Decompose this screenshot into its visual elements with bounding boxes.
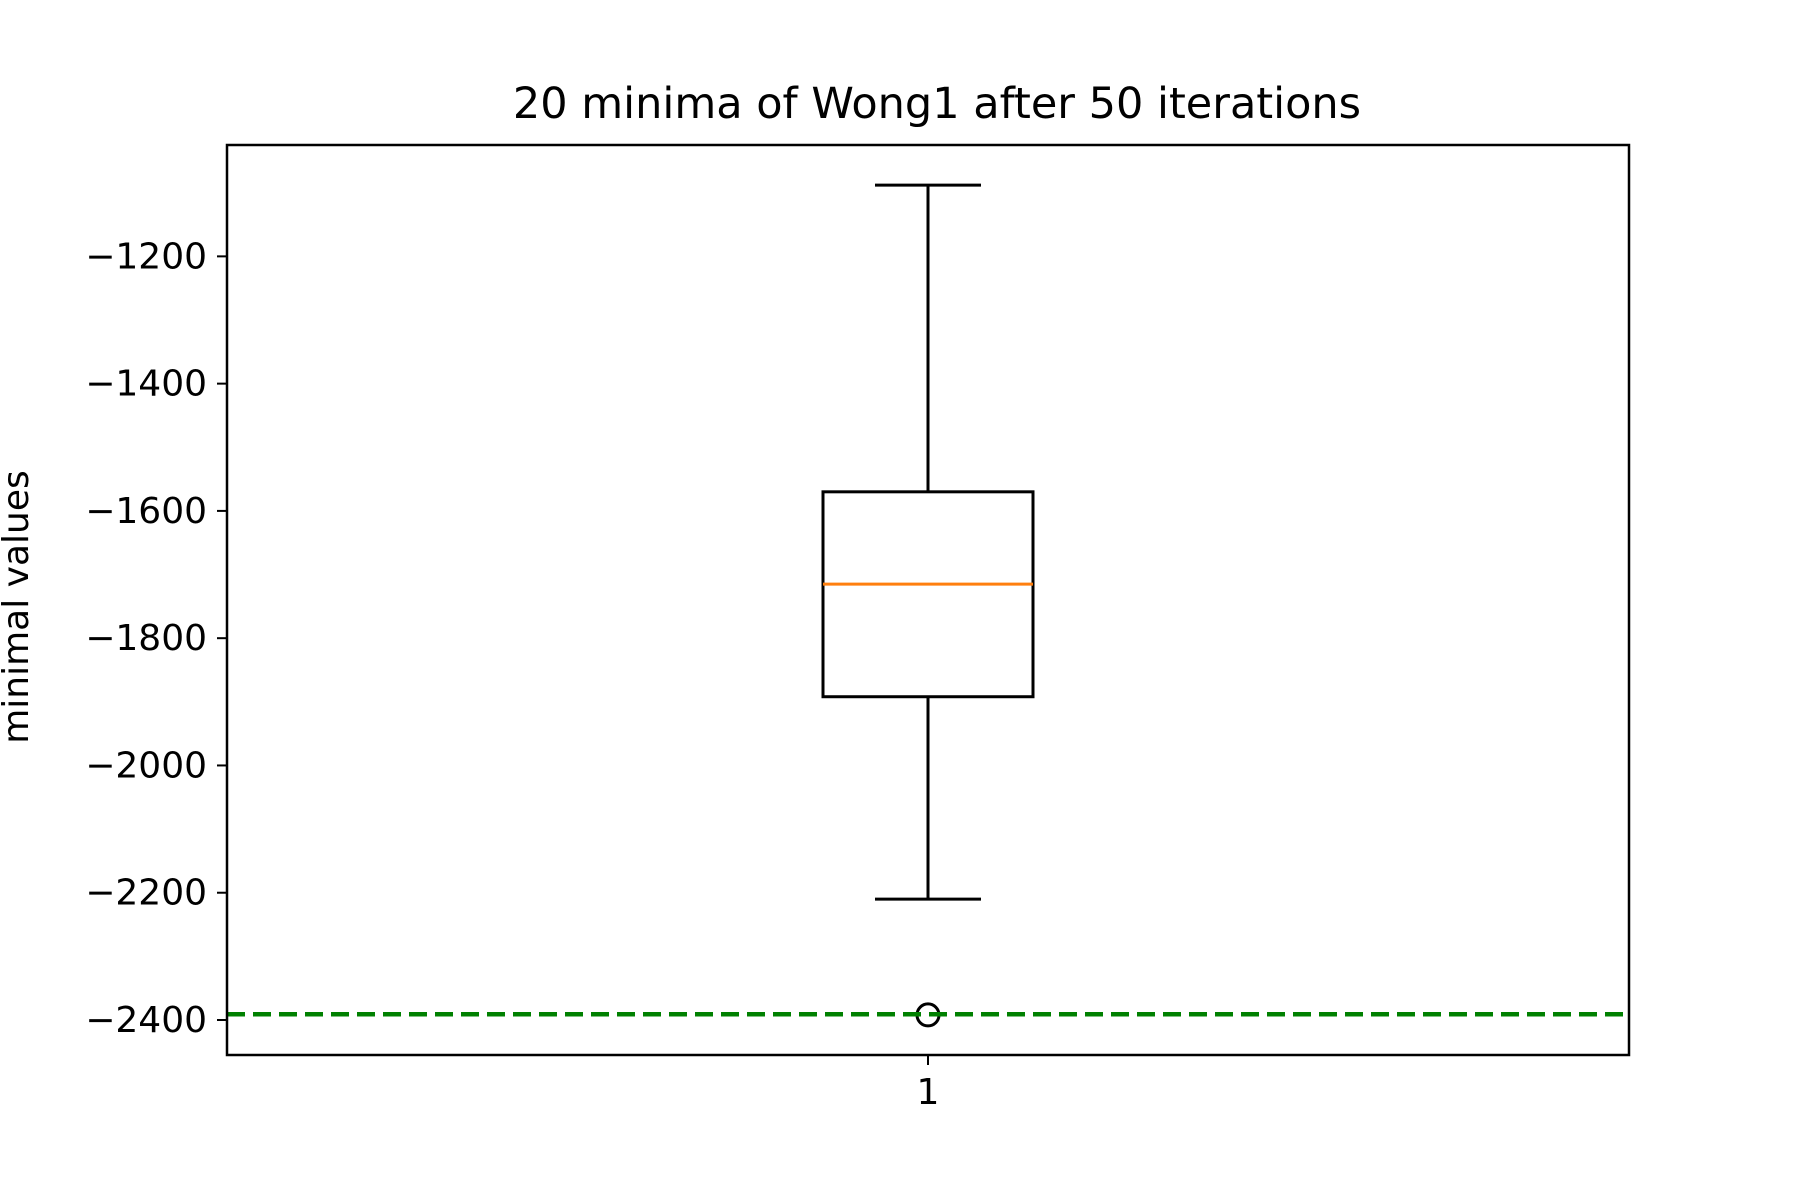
y-tick-label: −1400 (85, 364, 207, 405)
x-tick-label: 1 (917, 1072, 940, 1113)
y-tick-label: −1600 (85, 491, 207, 532)
y-tick-label: −2400 (85, 1000, 207, 1041)
y-axis-label: minimal values (0, 470, 37, 744)
y-tick-label: −1800 (85, 618, 207, 659)
y-tick-label: −2200 (85, 873, 207, 914)
interquartile-box (821, 490, 1035, 699)
chart-title: 20 minima of Wong1 after 50 iterations (513, 79, 1361, 129)
plot-frame (225, 143, 1631, 1057)
y-tick-label: −1200 (85, 236, 207, 277)
y-tick-label: −2000 (85, 745, 207, 786)
plot-area: −1200 −1400 −1600 −1800 −2000 −2200 −2400 1 (85, 143, 1631, 1113)
